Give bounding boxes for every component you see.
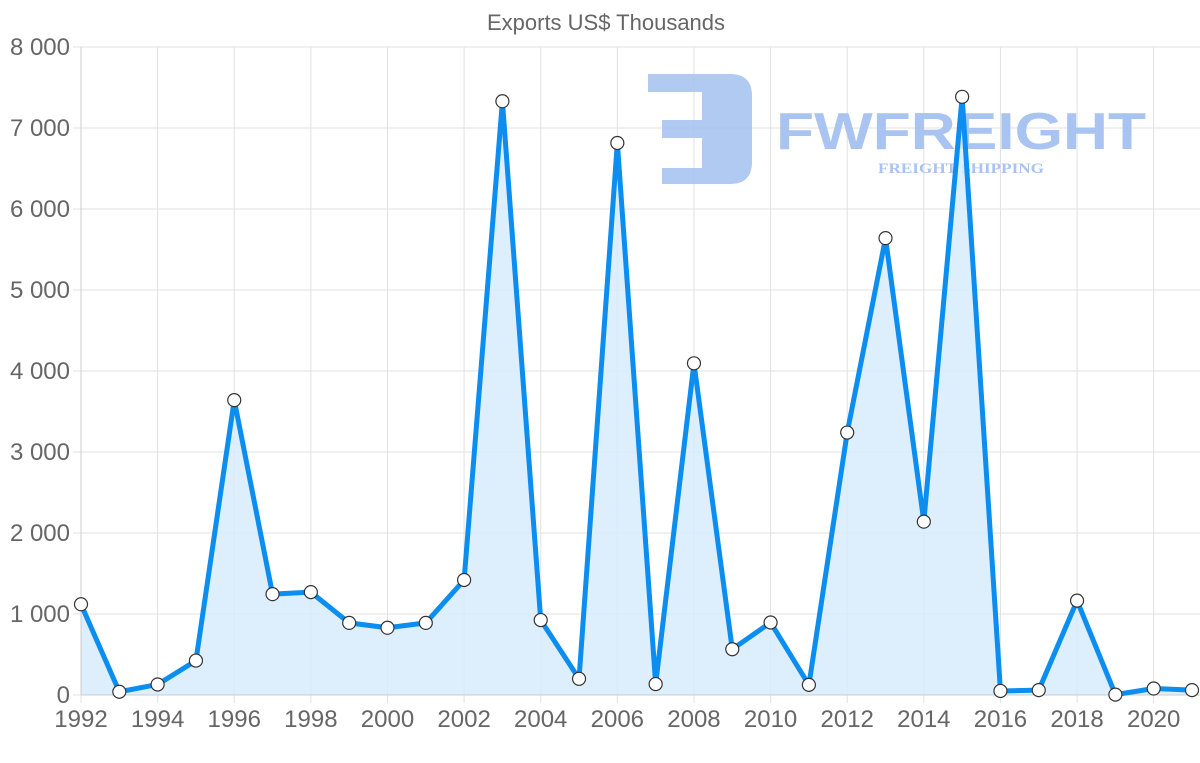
data-points [73,89,1200,702]
data-point-2001[interactable] [418,615,433,631]
data-point-2008[interactable] [686,356,702,371]
y-tick-label: 0 [57,682,70,709]
x-tick-label: 2020 [1127,706,1180,733]
x-tick-label: 1994 [131,706,184,733]
data-point-1992[interactable] [73,597,89,612]
y-tick-label: 3 000 [10,439,70,466]
area-fill-path [81,96,1192,695]
data-point-1995[interactable] [188,653,204,668]
data-point-2005[interactable] [571,671,587,686]
y-tick-label: 7 000 [10,115,70,142]
chart-title: Exports US$ Thousands [487,10,725,35]
x-tick-label: 2002 [437,706,490,733]
data-point-2018[interactable] [1069,593,1085,608]
data-point-2014[interactable] [916,514,931,529]
data-point-2017[interactable] [1031,683,1046,698]
data-point-2007[interactable] [648,676,663,692]
area-fill [81,96,1192,695]
y-tick-label: 5 000 [10,277,70,304]
data-point-2009[interactable] [725,642,740,657]
x-tick-label: 2008 [667,706,720,733]
data-point-2019[interactable] [1108,687,1123,702]
x-tick-label: 2010 [744,706,797,733]
data-point-1998[interactable] [303,585,318,600]
data-point-1993[interactable] [112,684,127,699]
axes [80,47,1200,696]
data-point-1999[interactable] [342,615,357,631]
data-point-2021[interactable] [1184,683,1200,698]
x-tick-label: 2012 [821,706,874,733]
data-point-2000[interactable] [380,620,395,635]
data-point-2003[interactable] [495,94,510,109]
x-axis-ticks: 1992 1994 1996 1998 2000 2002 2004 2006 2008 2010… [54,706,1180,733]
data-point-2015[interactable] [955,89,970,104]
y-axis-ticks: 0 1 000 2 000 3 000 4 000 5 000 6 000 7 000 8 00… [10,34,70,709]
x-tick-label: 2016 [974,706,1027,733]
y-tick-label: 6 000 [10,196,70,223]
data-point-2006[interactable] [610,135,625,151]
x-tick-label: 2006 [591,706,644,733]
data-point-2012[interactable] [840,425,855,440]
data-point-1994[interactable] [150,677,165,692]
data-point-2013[interactable] [878,231,893,246]
data-point-2020[interactable] [1146,681,1161,696]
x-tick-label: 1998 [284,706,337,733]
x-tick-label: 2014 [897,706,950,733]
data-point-2004[interactable] [533,612,548,628]
x-tick-label: 2000 [361,706,414,733]
data-point-2002[interactable] [457,572,472,588]
x-tick-label: 2018 [1050,706,1103,733]
data-point-1997[interactable] [265,587,280,602]
data-point-2010[interactable] [763,615,778,630]
fwfreight-logo-icon [648,74,752,184]
data-point-2011[interactable] [801,677,816,692]
y-tick-label: 2 000 [10,520,70,547]
data-point-2016[interactable] [993,683,1008,699]
fwfreight-watermark: FWFREIGHT FREIGHT SHIPPING [648,74,1146,184]
data-point-1996[interactable] [227,393,242,408]
y-tick-label: 8 000 [10,34,70,61]
x-tick-label: 2004 [514,706,567,733]
x-tick-label: 1992 [54,706,107,733]
y-tick-label: 4 000 [10,358,70,385]
x-tick-label: 1996 [208,706,261,733]
y-tick-label: 1 000 [10,601,70,628]
